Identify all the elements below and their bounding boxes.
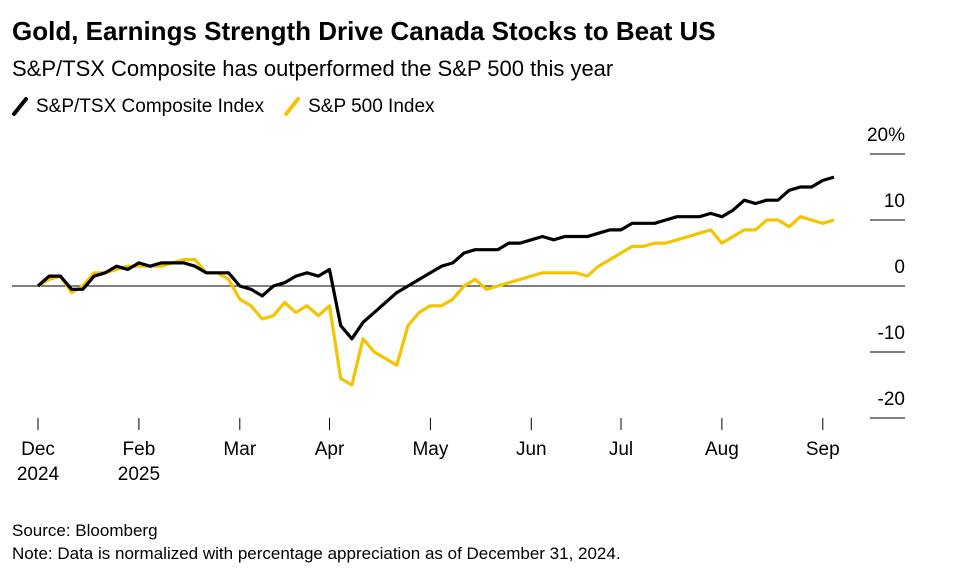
x-tick-label: Mar (223, 439, 256, 460)
note: Note: Data is normalized with percentage… (12, 544, 621, 563)
chart-subtitle: S&P/TSX Composite has outperformed the S… (12, 56, 613, 81)
chart-title: Gold, Earnings Strength Drive Canada Sto… (12, 16, 716, 46)
legend-label: S&P 500 Index (308, 96, 435, 117)
y-tick-label: -20 (878, 389, 905, 410)
series-line (37, 215, 835, 387)
legend-swatch (12, 97, 28, 116)
x-tick-label: Dec 2024 (17, 439, 60, 485)
x-tick-label: Sep (806, 439, 840, 460)
legend-label: S&P/TSX Composite Index (36, 96, 265, 117)
y-tick-label: 20% (867, 125, 905, 146)
series-line (36, 175, 835, 341)
x-tick-label: Feb 2025 (118, 439, 160, 485)
x-tick-label: Apr (315, 439, 345, 460)
x-tick-label: Jun (516, 439, 547, 460)
x-tick-label: Jul (609, 439, 633, 460)
y-tick-label: 10 (884, 191, 905, 212)
legend-swatch (284, 97, 301, 116)
y-tick-label: -10 (878, 323, 905, 344)
x-tick-label: Aug (705, 439, 739, 460)
source: Source: Bloomberg (12, 521, 158, 540)
y-tick-label: 0 (894, 257, 905, 278)
x-tick-label: May (412, 439, 448, 460)
